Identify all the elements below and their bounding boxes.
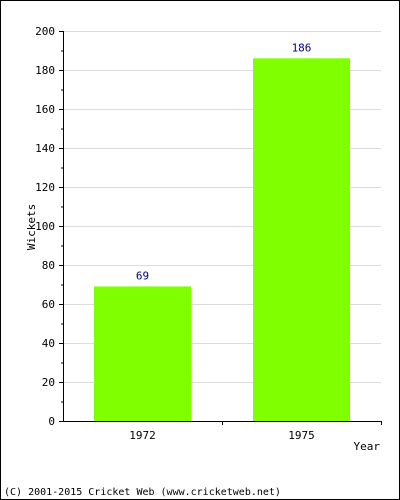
bar-1975 <box>253 58 350 422</box>
x-tick-label: 1972 <box>129 429 156 442</box>
bar-1972 <box>94 286 191 421</box>
y-tick-label: 200 <box>35 25 55 38</box>
y-tick-label: 80 <box>42 259 55 272</box>
y-tick-label: 40 <box>42 337 55 350</box>
axes <box>59 31 382 425</box>
y-tick-label: 100 <box>35 220 55 233</box>
x-tick-label: 1975 <box>288 429 315 442</box>
y-tick-label: 120 <box>35 181 55 194</box>
y-tick-label: 180 <box>35 64 55 77</box>
y-axis-label: Wickets <box>25 204 38 250</box>
y-tick-label: 160 <box>35 103 55 116</box>
value-label: 69 <box>136 269 149 282</box>
x-tick-labels: 1972 1975 <box>129 429 315 442</box>
y-tick-label: 0 <box>48 415 55 428</box>
bars <box>94 58 350 422</box>
value-labels: 69 186 <box>136 41 312 282</box>
copyright-text: (C) 2001-2015 Cricket Web (www.cricketwe… <box>4 487 281 498</box>
x-axis-label: Year <box>354 440 381 453</box>
y-tick-label: 60 <box>42 298 55 311</box>
value-label: 186 <box>292 41 312 54</box>
y-tick-labels: 0 20 40 60 80 100 120 140 160 180 200 <box>35 25 55 428</box>
y-tick-label: 140 <box>35 142 55 155</box>
y-tick-label: 20 <box>42 376 55 389</box>
